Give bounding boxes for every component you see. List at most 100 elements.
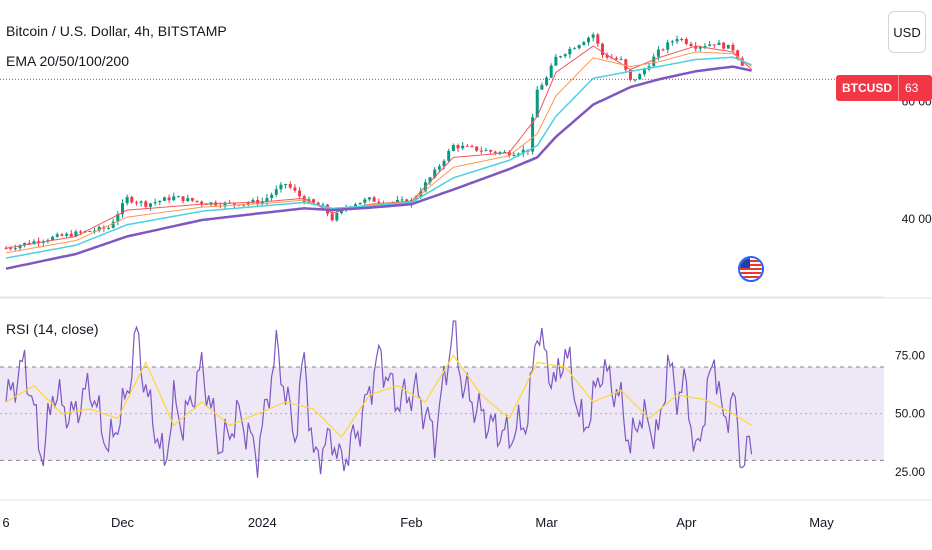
symbol-title[interactable]: Bitcoin / U.S. Dollar, 4h, BITSTAMP xyxy=(6,23,227,39)
candle-body xyxy=(298,190,302,197)
candle-body xyxy=(694,46,698,49)
candle-body xyxy=(684,39,688,44)
candle-body xyxy=(493,151,497,153)
candle-body xyxy=(260,201,264,204)
candle-body xyxy=(498,152,502,154)
candle-body xyxy=(74,231,78,237)
candle-body xyxy=(51,236,55,241)
candle-body xyxy=(540,85,544,90)
candle-body xyxy=(162,197,166,201)
candle-body xyxy=(563,54,567,57)
candle-body xyxy=(652,56,656,67)
candle-body xyxy=(447,150,451,161)
candle-body xyxy=(736,50,740,59)
candle-body xyxy=(624,59,628,70)
candle-body xyxy=(521,149,525,154)
candle-body xyxy=(172,196,176,201)
candle-body xyxy=(265,197,269,202)
candle-body xyxy=(116,214,120,222)
candle-body xyxy=(395,199,399,203)
candle-body xyxy=(88,231,92,233)
candle-body xyxy=(568,48,572,55)
candle-body xyxy=(340,209,344,214)
candle-body xyxy=(144,201,148,207)
candle-body xyxy=(638,74,642,80)
candle-body xyxy=(312,199,316,203)
candle-body xyxy=(577,45,581,49)
candle-body xyxy=(712,44,716,46)
candle-body xyxy=(4,248,8,250)
candle-body xyxy=(722,42,726,49)
candle-body xyxy=(111,221,115,228)
candle-body xyxy=(330,213,334,221)
candle-body xyxy=(559,56,563,58)
candle-body xyxy=(698,46,702,49)
candle-body xyxy=(703,45,707,47)
candle-body xyxy=(335,213,339,221)
price-tag-symbol: BTCUSD xyxy=(836,75,898,101)
candle-body xyxy=(545,77,549,86)
candle-body xyxy=(377,201,381,203)
candle-body xyxy=(507,151,511,156)
rsi-axis-tick: 75.00 xyxy=(895,348,925,362)
candle-body xyxy=(65,233,69,236)
candle-body xyxy=(153,202,157,204)
candle-body xyxy=(27,242,31,245)
candle-body xyxy=(18,245,22,249)
candle-body xyxy=(666,42,670,50)
candle-body xyxy=(633,79,637,81)
candle-body xyxy=(428,177,432,183)
candle-body xyxy=(125,197,129,204)
candle-body xyxy=(740,58,744,66)
currency-button[interactable]: USD xyxy=(888,11,926,53)
candle-body xyxy=(302,196,306,203)
candle-body xyxy=(591,34,595,38)
time-axis-tick: Dec xyxy=(111,515,135,530)
candle-body xyxy=(181,196,185,202)
candle-body xyxy=(628,69,632,80)
candle-body xyxy=(358,202,362,205)
ema-50-line xyxy=(5,51,752,254)
candle-body xyxy=(670,41,674,43)
candle-body xyxy=(400,199,404,201)
candle-body xyxy=(195,200,199,202)
us-flag-icon[interactable] xyxy=(738,256,764,282)
rsi-legend[interactable]: RSI (14, close) xyxy=(6,321,99,337)
candle-body xyxy=(465,145,469,147)
candle-body xyxy=(554,56,558,66)
candle-body xyxy=(531,117,535,152)
time-axis-tick: 6 xyxy=(2,515,9,530)
candle-body xyxy=(489,150,493,152)
candle-body xyxy=(158,200,162,203)
candle-body xyxy=(717,42,721,46)
rsi-axis-tick: 25.00 xyxy=(895,465,925,479)
candle-body xyxy=(9,248,13,250)
candle-body xyxy=(107,227,111,229)
candle-body xyxy=(251,199,255,203)
candle-body xyxy=(726,44,730,49)
candle-body xyxy=(708,44,712,46)
candle-body xyxy=(656,49,660,57)
candle-body xyxy=(587,37,590,43)
candle-body xyxy=(451,145,455,151)
candle-body xyxy=(232,203,236,205)
candle-body xyxy=(731,44,735,51)
candle-body xyxy=(456,145,460,149)
candle-body xyxy=(270,194,274,198)
time-axis-tick: May xyxy=(809,515,834,530)
candle-body xyxy=(619,59,623,61)
candle-body xyxy=(372,197,376,202)
candle-body xyxy=(367,197,371,200)
candle-body xyxy=(680,39,684,41)
candle-body xyxy=(470,145,474,147)
candle-body xyxy=(689,43,693,47)
candle-body xyxy=(134,202,138,204)
candle-body xyxy=(167,197,171,201)
time-axis-tick: 2024 xyxy=(248,515,277,530)
candle-body xyxy=(614,57,618,60)
candle-body xyxy=(642,69,646,75)
candle-body xyxy=(433,169,437,178)
ema-legend[interactable]: EMA 20/50/100/200 xyxy=(6,53,129,69)
candle-body xyxy=(223,202,227,207)
